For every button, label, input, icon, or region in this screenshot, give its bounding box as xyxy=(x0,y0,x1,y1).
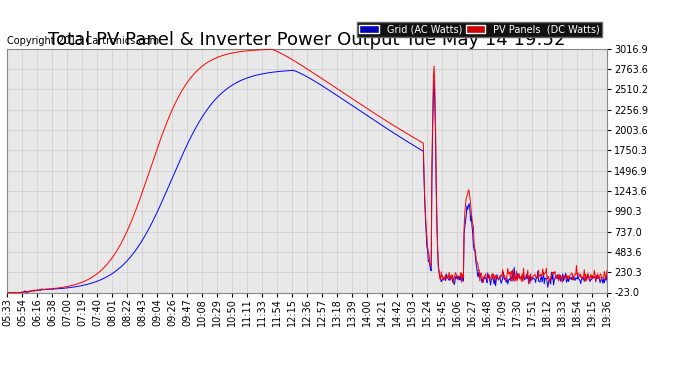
Legend: Grid (AC Watts), PV Panels  (DC Watts): Grid (AC Watts), PV Panels (DC Watts) xyxy=(357,22,602,37)
Text: Copyright 2013 Cartronics.com: Copyright 2013 Cartronics.com xyxy=(7,36,159,46)
Title: Total PV Panel & Inverter Power Output Tue May 14 19:52: Total PV Panel & Inverter Power Output T… xyxy=(48,31,566,49)
